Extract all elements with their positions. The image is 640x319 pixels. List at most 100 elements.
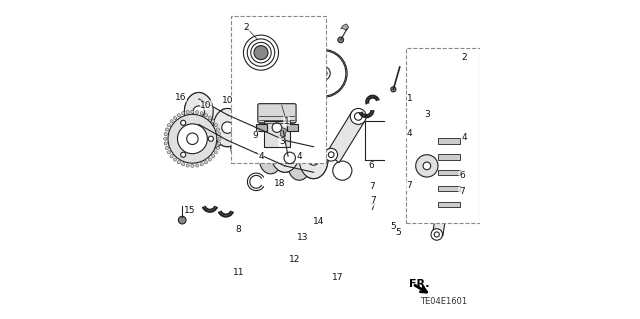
Circle shape — [293, 61, 297, 65]
Text: 3: 3 — [279, 137, 285, 146]
Circle shape — [191, 110, 194, 113]
Circle shape — [287, 76, 291, 79]
Circle shape — [218, 137, 221, 140]
Circle shape — [164, 137, 167, 140]
Circle shape — [173, 116, 177, 120]
Circle shape — [208, 158, 211, 161]
Ellipse shape — [242, 121, 271, 160]
Text: 6: 6 — [459, 171, 465, 180]
Circle shape — [284, 152, 296, 164]
Circle shape — [193, 106, 205, 117]
Text: 2: 2 — [244, 23, 250, 32]
Circle shape — [301, 61, 305, 65]
Ellipse shape — [242, 121, 271, 160]
Circle shape — [300, 49, 347, 97]
Circle shape — [247, 39, 275, 66]
FancyBboxPatch shape — [406, 48, 479, 223]
Circle shape — [195, 110, 198, 114]
Circle shape — [250, 135, 262, 146]
Circle shape — [208, 136, 213, 141]
Circle shape — [164, 132, 167, 136]
Circle shape — [289, 63, 293, 67]
Circle shape — [319, 70, 327, 77]
Circle shape — [180, 152, 186, 157]
Text: FR.: FR. — [410, 279, 430, 289]
Circle shape — [279, 147, 291, 159]
Circle shape — [333, 161, 352, 180]
Ellipse shape — [202, 120, 224, 148]
FancyBboxPatch shape — [258, 104, 296, 123]
Text: 12: 12 — [289, 256, 300, 264]
Circle shape — [204, 161, 207, 164]
Circle shape — [218, 142, 221, 145]
Circle shape — [165, 128, 168, 131]
Text: 4: 4 — [258, 152, 264, 161]
Circle shape — [200, 163, 204, 166]
Ellipse shape — [230, 132, 253, 161]
Circle shape — [298, 83, 301, 86]
Circle shape — [305, 79, 309, 83]
Circle shape — [289, 63, 310, 84]
FancyBboxPatch shape — [230, 16, 326, 163]
Text: 6: 6 — [368, 161, 374, 170]
Circle shape — [164, 142, 167, 145]
Circle shape — [328, 152, 334, 158]
Circle shape — [294, 69, 304, 78]
Ellipse shape — [271, 134, 300, 172]
Circle shape — [308, 76, 312, 79]
Circle shape — [350, 108, 366, 124]
Circle shape — [177, 114, 180, 117]
Circle shape — [216, 146, 220, 150]
Text: 7: 7 — [371, 197, 376, 205]
Circle shape — [423, 162, 431, 170]
Circle shape — [289, 79, 293, 83]
Text: 16: 16 — [175, 93, 186, 102]
Circle shape — [431, 229, 442, 240]
Circle shape — [186, 110, 189, 114]
Text: 13: 13 — [297, 233, 308, 242]
Circle shape — [187, 133, 198, 145]
Text: 10: 10 — [221, 96, 233, 105]
Circle shape — [308, 154, 319, 165]
Text: 14: 14 — [313, 217, 324, 226]
Ellipse shape — [213, 108, 242, 147]
Circle shape — [254, 46, 268, 60]
Ellipse shape — [213, 108, 242, 147]
Circle shape — [301, 82, 305, 85]
Text: 8: 8 — [236, 225, 241, 234]
Ellipse shape — [271, 134, 300, 172]
Text: 11: 11 — [233, 268, 244, 277]
Polygon shape — [340, 24, 349, 30]
Circle shape — [416, 155, 438, 177]
Circle shape — [305, 55, 342, 92]
Circle shape — [251, 42, 271, 63]
Circle shape — [180, 120, 186, 125]
Text: 3: 3 — [424, 110, 429, 119]
Bar — [438, 170, 460, 175]
Circle shape — [214, 151, 218, 154]
Text: 4: 4 — [406, 130, 412, 138]
Bar — [438, 154, 460, 160]
Circle shape — [391, 87, 396, 92]
Circle shape — [218, 132, 221, 136]
Circle shape — [308, 71, 312, 75]
Text: 17: 17 — [332, 273, 343, 282]
Ellipse shape — [300, 140, 328, 179]
Circle shape — [195, 164, 198, 167]
Polygon shape — [433, 179, 451, 236]
Bar — [438, 202, 460, 207]
Circle shape — [173, 158, 177, 161]
Circle shape — [216, 128, 220, 131]
Circle shape — [208, 116, 211, 120]
Text: TE04E1601: TE04E1601 — [420, 297, 467, 306]
Text: 7: 7 — [406, 181, 412, 189]
Circle shape — [182, 163, 185, 166]
Polygon shape — [280, 128, 287, 137]
Text: 2: 2 — [461, 53, 467, 62]
Circle shape — [300, 51, 346, 96]
Polygon shape — [287, 124, 298, 131]
Circle shape — [355, 113, 362, 120]
Circle shape — [307, 57, 339, 90]
Circle shape — [212, 120, 215, 123]
Circle shape — [443, 179, 449, 185]
